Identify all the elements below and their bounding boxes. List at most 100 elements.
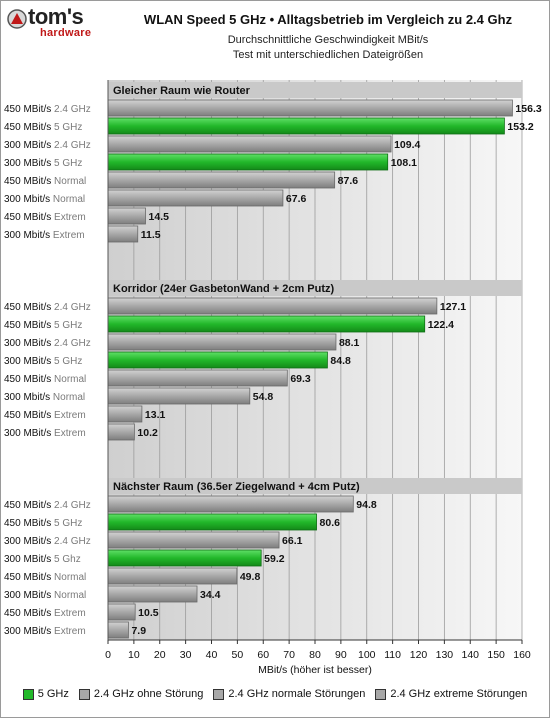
bar-value-label: 153.2: [507, 121, 533, 133]
bar: [107, 405, 143, 423]
bar-value-label: 11.5: [141, 229, 161, 241]
logo-text: tom's: [28, 4, 84, 29]
bar-category-label: 450 MBit/s 5 GHz: [4, 518, 82, 529]
x-tick-label: 150: [487, 649, 505, 661]
bar: [107, 513, 317, 531]
x-tick-label: 30: [180, 649, 192, 661]
bar-category-label: 450 MBit/s 2.4 GHz: [4, 104, 91, 115]
legend-swatch: [78, 688, 90, 700]
legend-label: 2.4 GHz normale Störungen: [228, 688, 366, 700]
x-tick-label: 60: [257, 649, 269, 661]
bar-value-label: 67.6: [286, 193, 307, 205]
logo-mark-icon: [7, 9, 27, 29]
bar-category-label: 300 MBit/s Normal: [4, 590, 86, 601]
x-tick-label: 100: [358, 649, 376, 661]
bar: [107, 189, 284, 207]
bar: [107, 207, 146, 225]
x-tick-label: 70: [283, 649, 295, 661]
bar-value-label: 34.4: [200, 589, 221, 601]
bar: [107, 153, 389, 171]
chart-title: WLAN Speed 5 GHz • Alltagsbetrieb im Ver…: [143, 12, 513, 27]
bar-value-label: 156.3: [515, 103, 541, 115]
bar-category-label: 300 Mbit/s Normal: [4, 194, 85, 205]
bar: [107, 135, 392, 153]
group-header-band: [108, 280, 522, 296]
bar-category-label: 450 MBit/s Normal: [4, 176, 86, 187]
legend-label: 2.4 GHz ohne Störung: [93, 688, 204, 700]
bar-value-label: 94.8: [356, 499, 377, 511]
legend-item: 2.4 GHz extreme Störungen: [375, 688, 527, 700]
legend-item: 2.4 GHz normale Störungen: [213, 688, 365, 700]
bar-category-label: 300 MBit/s 5 GHz: [4, 158, 82, 169]
group-header-band: [108, 478, 522, 494]
bar-category-label: 450 MBit/s 5 GHz: [4, 122, 82, 133]
bar-value-label: 87.6: [338, 175, 359, 187]
chart-legend: 5 GHz 2.4 GHz ohne Störung 2.4 GHz normale…: [0, 683, 550, 705]
bar-category-label: 450 MBit/s 2.4 GHz: [4, 500, 91, 511]
chart-header: tom's hardware WLAN Speed 5 GHz • Alltag…: [0, 0, 550, 78]
bar: [107, 369, 288, 387]
bar-value-label: 122.4: [428, 319, 454, 331]
bar-category-label: 300 MBit/s 2.4 GHz: [4, 338, 91, 349]
x-tick-label: 20: [154, 649, 166, 661]
chart-subtitle-test: Test mit unterschiedlichen Dateigrößen: [232, 49, 424, 61]
bar-category-label: 450 MBit/s Normal: [4, 374, 86, 385]
bar-category-label: 300 MBit/s 5 Ghz: [4, 554, 81, 565]
bar-value-label: 127.1: [440, 301, 466, 313]
bar-category-label: 300 MBit/s 2.4 GHz: [4, 140, 91, 151]
bar-value-label: 108.1: [391, 157, 417, 169]
bar-value-label: 80.6: [320, 517, 341, 529]
bar: [107, 333, 337, 351]
x-tick-label: 110: [384, 649, 401, 661]
bar-category-label: 450 MBit/s 2.4 GHz: [4, 302, 91, 313]
group-title: Nächster Raum (36.5er Ziegelwand + 4cm P…: [113, 481, 360, 493]
legend-swatch: [22, 688, 34, 700]
group-header-band: [108, 82, 522, 98]
bar-value-label: 54.8: [253, 391, 274, 403]
bar-category-label: 450 MBit/s Extrem: [4, 410, 86, 421]
x-tick-label: 10: [128, 649, 140, 661]
bar-category-label: 300 MBit/s 5 GHz: [4, 356, 82, 367]
bar-value-label: 84.8: [330, 355, 351, 367]
bar-category-label: 450 MBit/s Normal: [4, 572, 86, 583]
x-tick-label: 120: [410, 649, 428, 661]
x-tick-label: 90: [335, 649, 347, 661]
legend-swatch: [213, 688, 225, 700]
bar-value-label: 10.2: [137, 427, 158, 439]
bar: [107, 99, 513, 117]
group-title: Gleicher Raum wie Router: [113, 85, 251, 97]
bar: [107, 585, 198, 603]
chart-subtitle-speed: Durchschnittliche Geschwindigkeit MBit/s: [227, 34, 429, 46]
logo-subtext: hardware: [40, 27, 92, 39]
legend-swatch: [375, 688, 387, 700]
x-tick-label: 160: [513, 649, 531, 661]
bar: [107, 387, 251, 405]
bar: [107, 531, 280, 549]
bar: [107, 117, 505, 135]
bar-category-label: 450 MBit/s 5 GHz: [4, 320, 82, 331]
bar: [107, 351, 328, 369]
bar: [107, 567, 238, 585]
bar-category-label: 300 MBit/s Extrem: [4, 428, 86, 439]
bar-value-label: 59.2: [264, 553, 285, 565]
x-axis-label: MBit/s (höher ist besser): [258, 664, 372, 676]
legend-item: 5 GHz: [22, 688, 69, 700]
bar-category-label: 300 MBit/s 2.4 GHz: [4, 536, 91, 547]
bar: [107, 495, 354, 513]
bar-value-label: 88.1: [339, 337, 360, 349]
bar-category-label: 450 MBit/s Extrem: [4, 212, 86, 223]
bar-category-label: 300 MBit/s Extrem: [4, 626, 86, 637]
bar-value-label: 66.1: [282, 535, 303, 547]
bar-value-label: 10.5: [138, 607, 159, 619]
bar: [107, 297, 438, 315]
bar: [107, 549, 262, 567]
toms-hardware-logo: tom's hardware: [6, 4, 102, 44]
bar: [107, 225, 139, 243]
bar-value-label: 49.8: [240, 571, 261, 583]
x-tick-label: 0: [105, 649, 111, 661]
bar-value-label: 7.9: [131, 625, 146, 637]
bar: [107, 171, 336, 189]
bar-value-label: 14.5: [149, 211, 170, 223]
group-title: Korridor (24er GasbetonWand + 2cm Putz): [113, 283, 334, 295]
bar-value-label: 109.4: [394, 139, 420, 151]
